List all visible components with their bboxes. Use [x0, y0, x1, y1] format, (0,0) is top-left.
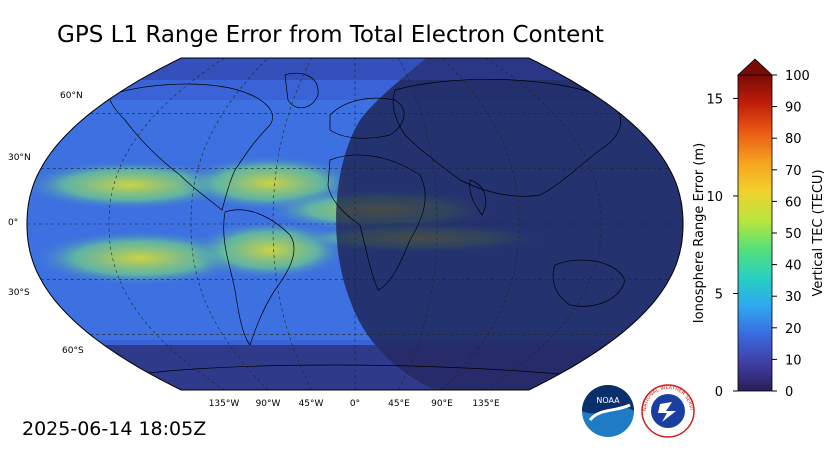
lat-label: 30°S — [8, 288, 30, 298]
colorbar-right-tick-label: 40 — [785, 259, 802, 274]
lon-label: 135°E — [472, 399, 500, 409]
lon-label: 90°E — [431, 399, 453, 409]
noaa-logo: NOAA — [582, 385, 634, 437]
graticule-meridian — [108, 58, 225, 390]
graticule-meridian — [485, 58, 602, 390]
noaa-logo-text: NOAA — [596, 396, 620, 405]
colorbar-left-tick-label: 10 — [706, 190, 723, 205]
lon-label: 135°W — [209, 399, 240, 409]
greenland-outline — [284, 72, 319, 108]
lon-label: 90°W — [256, 399, 281, 409]
graticule-meridian — [441, 58, 520, 390]
lat-label: 30°N — [8, 153, 31, 163]
graticule-meridian — [272, 58, 312, 390]
colorbar-right-tick-label: 30 — [785, 290, 802, 305]
colorbar-right-tick-label: 100 — [785, 69, 810, 84]
colorbar-extend-max — [736, 58, 774, 76]
tec-field — [27, 58, 683, 390]
graticule-meridian — [190, 58, 269, 390]
colorbar-right-tick-label: 50 — [785, 227, 802, 242]
colorbar-left-tick-label: 15 — [706, 92, 723, 107]
australia-outline — [552, 259, 626, 307]
colorbar-ticks: 0 10 20 30 40 50 60 70 80 90 100 0 5 10 15 — [706, 69, 809, 400]
europe-outline — [329, 97, 405, 139]
chart-title: GPS L1 Range Error from Total Electron C… — [57, 22, 604, 48]
map-boundary — [26, 57, 684, 391]
lon-label: 45°W — [299, 399, 324, 409]
lat-label: 60°S — [62, 346, 84, 356]
timestamp: 2025-06-14 18:05Z — [22, 418, 207, 440]
lon-label: 0° — [350, 399, 360, 409]
lat-label: 0° — [8, 218, 18, 228]
colorbar-right-tick-label: 10 — [785, 353, 802, 368]
colorbar-right-label: Vertical TEC (TECU) — [811, 169, 826, 296]
colorbar-right-tick-label: 70 — [785, 164, 802, 179]
colorbar-right-tick-label: 90 — [785, 101, 802, 116]
colorbar-right-tick-label: 60 — [785, 195, 802, 210]
colorbar-left-tick-label: 5 — [715, 287, 723, 302]
asia-outline — [392, 78, 621, 197]
lat-label: 60°N — [60, 91, 83, 101]
colorbar-right-tick-label: 80 — [785, 132, 802, 147]
india-outline — [469, 179, 487, 216]
north-america-outline — [109, 83, 273, 211]
graticule-meridian — [398, 58, 438, 390]
africa-outline — [327, 154, 426, 291]
colorbar-right-tick-label: 0 — [785, 385, 793, 400]
lon-label: 45°E — [388, 399, 410, 409]
colorbar-right-tick-label: 20 — [785, 322, 802, 337]
colorbar-gradient — [737, 74, 773, 392]
colorbar-left-tick-label: 0 — [715, 385, 723, 400]
south-america-outline — [223, 209, 295, 346]
colorbar: 0 10 20 30 40 50 60 70 80 90 100 0 5 10 15 Ionosphere … — [692, 58, 826, 400]
graticule — [27, 58, 683, 390]
colorbar-left-label: Ionosphere Range Error (m) — [692, 143, 707, 323]
